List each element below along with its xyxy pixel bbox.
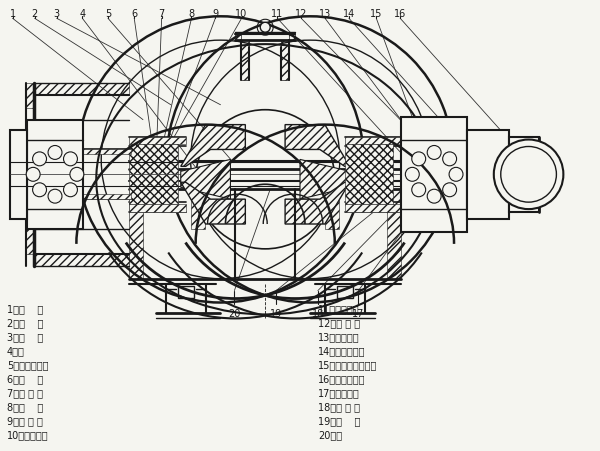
Text: 13: 13 [319, 9, 331, 19]
Text: 16: 16 [394, 9, 406, 19]
Text: 14: 14 [343, 9, 355, 19]
Text: 5: 5 [105, 9, 111, 19]
Bar [289, 33, 295, 41]
Text: 4．轴: 4．轴 [7, 345, 25, 355]
Circle shape [427, 146, 441, 160]
Circle shape [406, 168, 419, 182]
Text: 11: 11 [271, 9, 283, 19]
Text: 1: 1 [10, 9, 16, 19]
Bar [345, 205, 401, 212]
Text: 18．挡 水 图: 18．挡 水 图 [318, 401, 360, 411]
Text: 12: 12 [295, 9, 307, 19]
Circle shape [501, 147, 556, 202]
Text: 4: 4 [79, 9, 85, 19]
Bar [509, 137, 539, 212]
Text: 6: 6 [131, 9, 137, 19]
Text: 3: 3 [53, 9, 60, 19]
Circle shape [32, 184, 47, 197]
Bar [10, 210, 26, 220]
Text: 13．固定螺钉: 13．固定螺钉 [318, 331, 359, 341]
Bar [401, 117, 467, 232]
Text: 3．叶    轮: 3．叶 轮 [7, 331, 43, 341]
Text: 10: 10 [235, 9, 248, 19]
Text: 20．键: 20．键 [318, 429, 342, 439]
Bar [345, 145, 394, 205]
Circle shape [48, 190, 62, 204]
Bar [82, 150, 131, 155]
Circle shape [64, 184, 77, 197]
Text: 14．轴承体压盖: 14．轴承体压盖 [318, 345, 365, 355]
Polygon shape [181, 183, 245, 225]
Bar [281, 41, 289, 81]
Bar [401, 117, 467, 129]
Bar [191, 190, 205, 230]
Bar [129, 205, 186, 212]
Bar [129, 190, 143, 279]
Circle shape [260, 23, 270, 33]
Text: 1．泵    体: 1．泵 体 [7, 304, 43, 314]
Bar [10, 130, 26, 140]
Bar [337, 286, 353, 298]
Text: 2．泵    盖: 2．泵 盖 [7, 318, 43, 328]
Text: 16．联轴器部件: 16．联轴器部件 [318, 373, 365, 383]
Circle shape [443, 152, 457, 166]
Text: 17: 17 [352, 309, 365, 319]
Bar [82, 195, 131, 200]
Text: 11．轴套螺母: 11．轴套螺母 [318, 304, 359, 314]
Bar [388, 190, 401, 279]
Circle shape [32, 152, 47, 166]
Bar [26, 230, 34, 254]
Bar [129, 137, 186, 145]
Bar [26, 84, 34, 109]
Circle shape [449, 168, 463, 182]
Text: 18: 18 [312, 309, 324, 319]
Bar [235, 33, 241, 41]
Bar [467, 210, 509, 220]
Circle shape [26, 168, 40, 182]
Circle shape [443, 184, 457, 197]
Bar [34, 254, 129, 266]
Polygon shape [300, 160, 350, 200]
Polygon shape [285, 125, 350, 167]
Bar [10, 130, 26, 220]
Text: 9: 9 [212, 9, 218, 19]
Circle shape [64, 152, 77, 166]
Bar [325, 190, 339, 230]
Bar [345, 137, 401, 145]
Text: 15．单列向心球轴承: 15．单列向心球轴承 [318, 359, 377, 369]
Bar [34, 84, 129, 96]
Text: 17．轴承端盖: 17．轴承端盖 [318, 387, 359, 397]
Polygon shape [181, 160, 230, 200]
Circle shape [412, 152, 425, 166]
Text: 15: 15 [370, 9, 383, 19]
Bar [241, 41, 250, 81]
Text: 8: 8 [188, 9, 194, 19]
Text: 9．填 料 环: 9．填 料 环 [7, 415, 43, 425]
Polygon shape [181, 125, 245, 167]
Text: 7: 7 [158, 9, 165, 19]
Circle shape [70, 168, 84, 182]
Text: 20: 20 [228, 309, 241, 319]
Text: 19: 19 [270, 309, 282, 319]
Polygon shape [285, 183, 350, 225]
Text: 8．填    料: 8．填 料 [7, 401, 43, 411]
Text: 19．螺    柱: 19．螺 柱 [318, 415, 360, 425]
Bar [467, 130, 509, 220]
Text: 12．轴 承 体: 12．轴 承 体 [318, 318, 360, 328]
Bar [129, 145, 178, 205]
Circle shape [427, 190, 441, 204]
Text: 7．填 料 套: 7．填 料 套 [7, 387, 43, 397]
Circle shape [494, 140, 563, 210]
Bar [178, 286, 194, 298]
Text: 10．填料压盖: 10．填料压盖 [7, 429, 49, 439]
Circle shape [412, 184, 425, 197]
Bar [26, 120, 83, 230]
Bar [467, 130, 509, 140]
Text: 5．双吸密封环: 5．双吸密封环 [7, 359, 49, 369]
Text: 2: 2 [32, 9, 38, 19]
Bar [401, 221, 467, 232]
Circle shape [48, 146, 62, 160]
Text: 6．轴    套: 6．轴 套 [7, 373, 43, 383]
